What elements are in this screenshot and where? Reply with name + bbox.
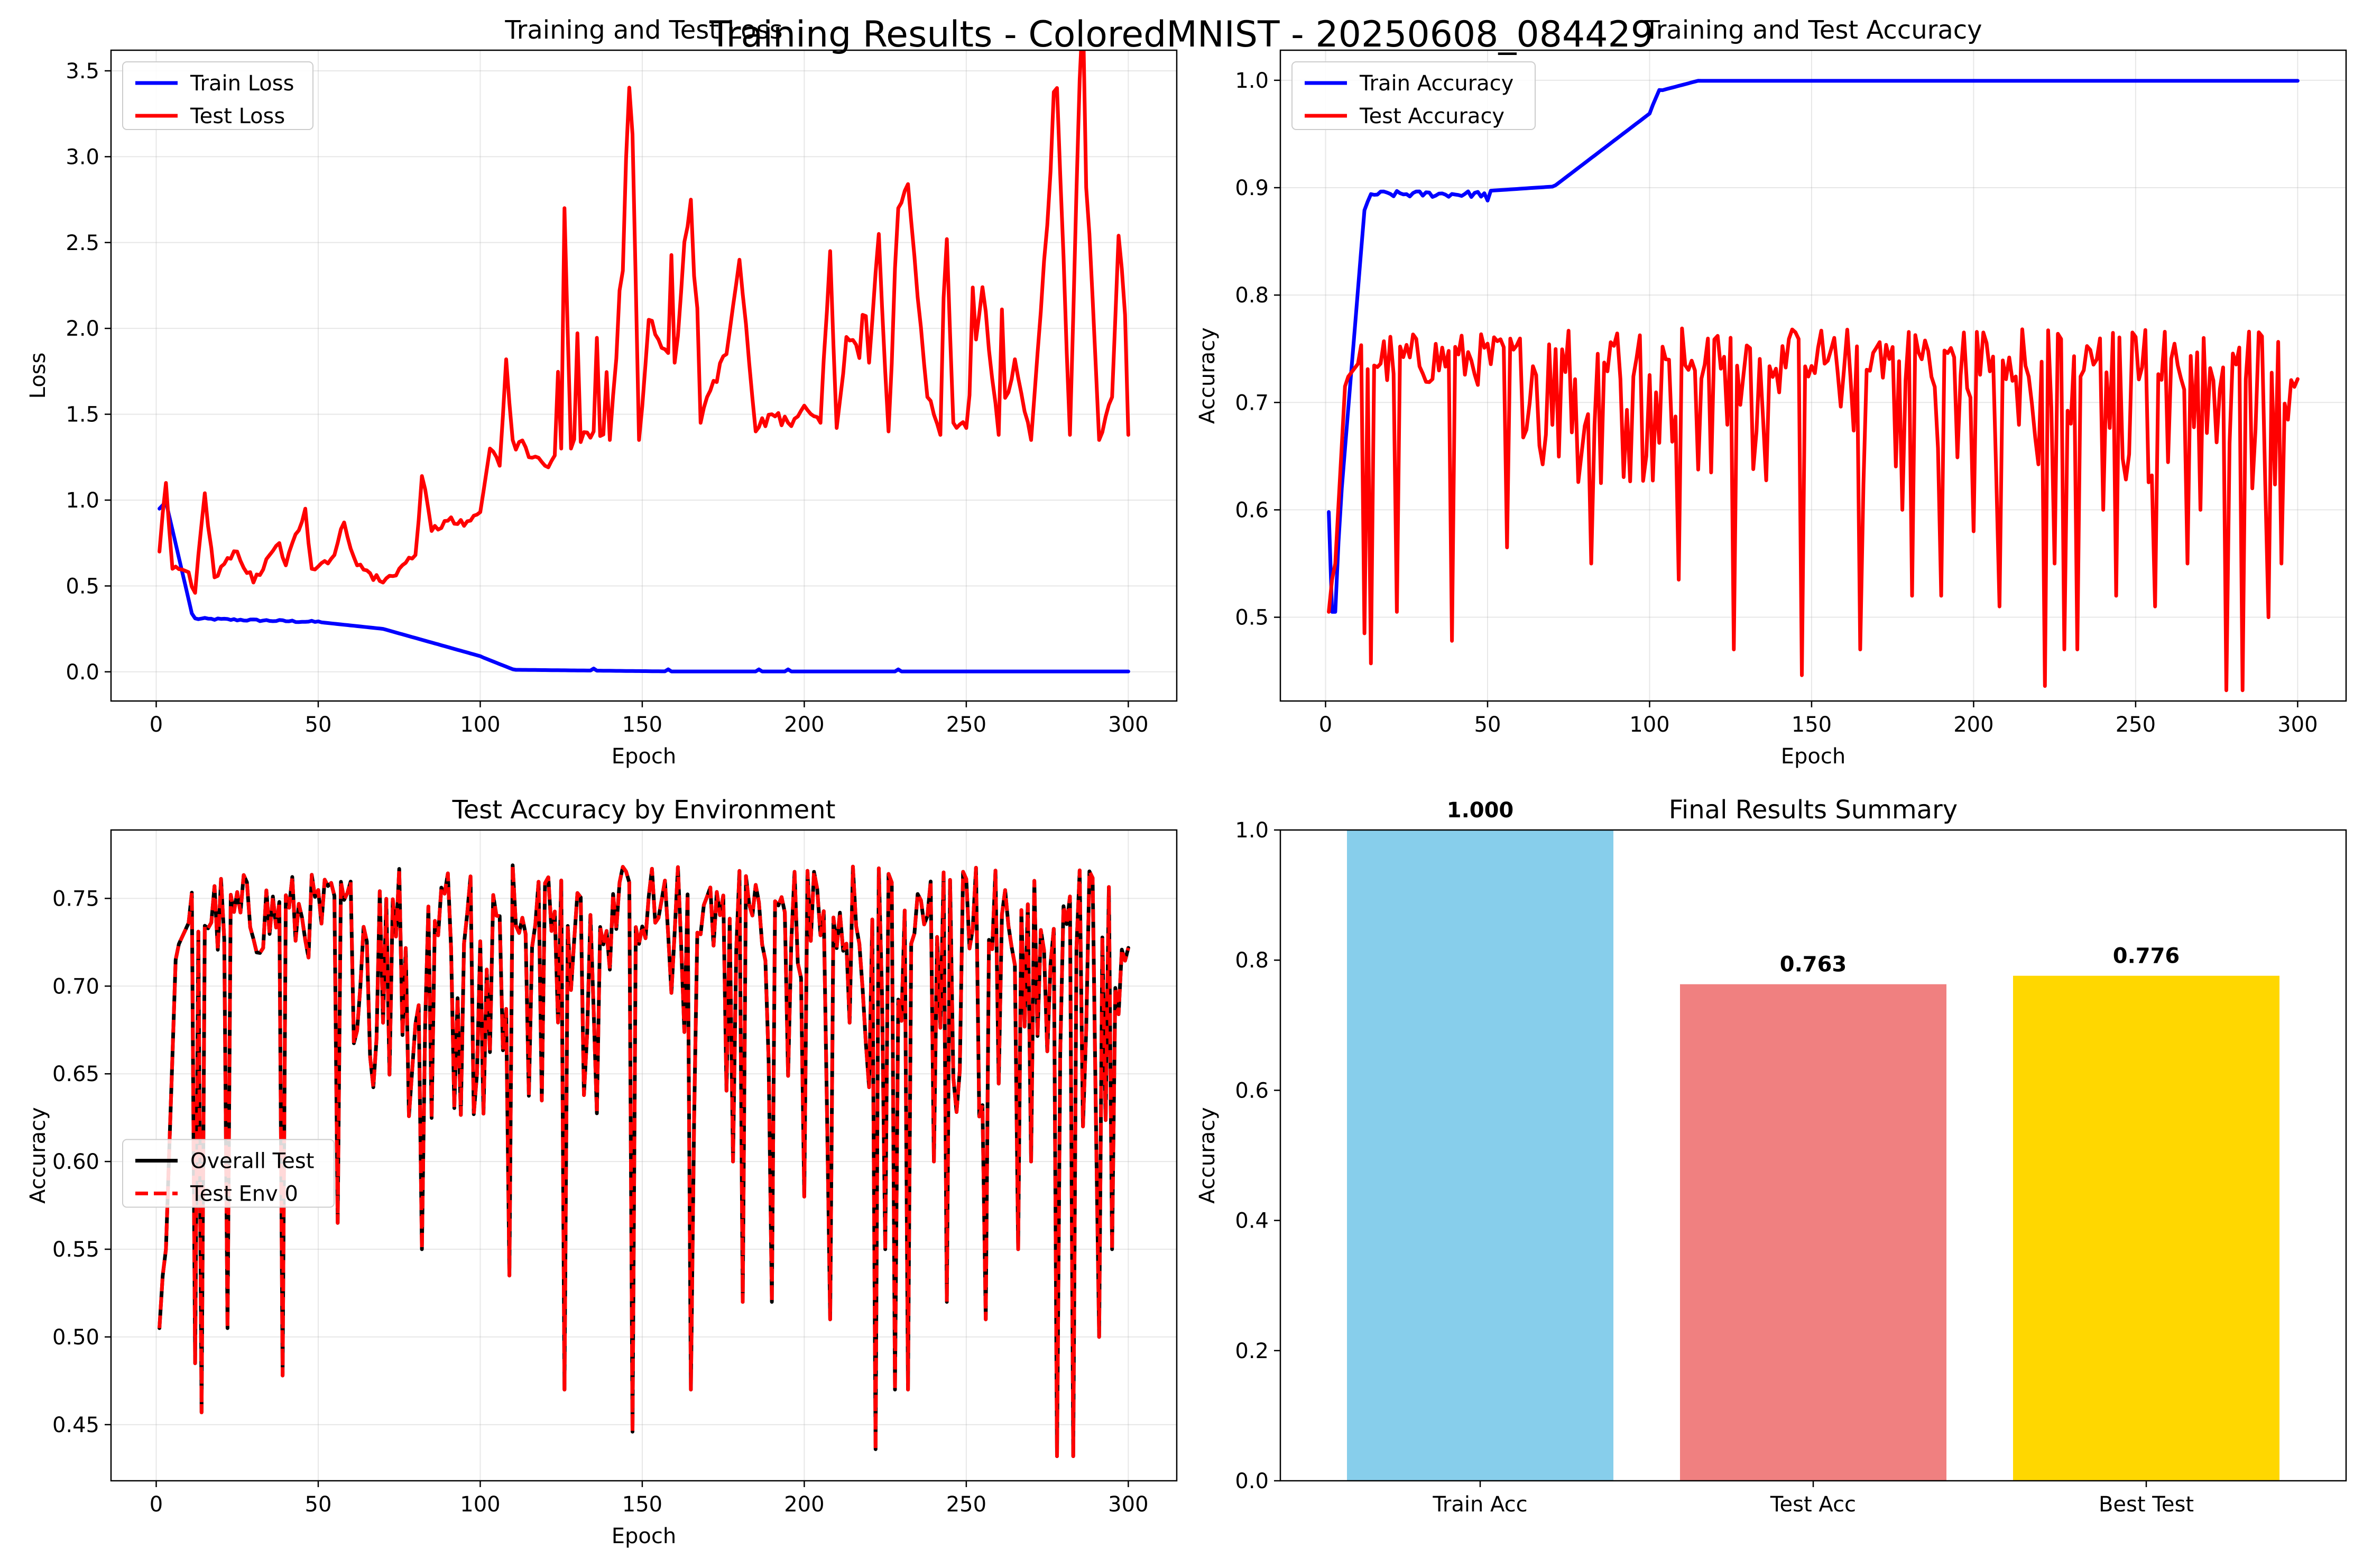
x-tick-label: Test Acc bbox=[1770, 1492, 1856, 1517]
x-tick-label: 100 bbox=[460, 1492, 500, 1517]
legend: Train Accuracy Test Accuracy bbox=[1291, 61, 1536, 130]
figure-suptitle: Training Results - ColoredMNIST - 202506… bbox=[709, 14, 1654, 56]
legend-label: Test Accuracy bbox=[1359, 104, 1504, 128]
y-tick-label: 3.5 bbox=[66, 59, 99, 84]
y-tick-label: 0.65 bbox=[52, 1062, 99, 1086]
series-line-test-loss bbox=[158, 50, 1130, 595]
x-tick-label: Best Test bbox=[2099, 1492, 2194, 1517]
y-tick-label: 0.8 bbox=[1235, 948, 1269, 973]
y-tick-label: 0.4 bbox=[1235, 1209, 1269, 1233]
summary-chart: 1.000 Train Acc 0.763 Test Acc 0.776 Best Tes… bbox=[1195, 795, 2347, 1517]
x-tick-label: 250 bbox=[946, 1492, 986, 1517]
x-tick-label: Train Acc bbox=[1432, 1492, 1527, 1517]
bar-value-label: 1.000 bbox=[1447, 798, 1514, 823]
y-tick-label: 0.70 bbox=[52, 974, 99, 999]
y-tick-label: 1.0 bbox=[1235, 818, 1269, 843]
legend-label: Train Accuracy bbox=[1359, 71, 1513, 96]
chart-title: Training and Test Accuracy bbox=[1644, 15, 1982, 45]
legend-box bbox=[1291, 61, 1536, 130]
y-tick-label: 0.75 bbox=[52, 887, 99, 911]
x-tick-label: 100 bbox=[460, 713, 500, 737]
y-tick-label: 2.5 bbox=[66, 231, 99, 255]
x-tick-label: 0 bbox=[150, 713, 163, 737]
legend-box bbox=[122, 1139, 335, 1208]
series-line-train-loss bbox=[158, 500, 1130, 674]
y-tick-label: 0.60 bbox=[52, 1150, 99, 1174]
y-tick-label: 0.55 bbox=[52, 1238, 99, 1262]
x-tick-label: 200 bbox=[1953, 713, 1993, 737]
y-tick-label: 0.6 bbox=[1235, 498, 1269, 522]
y-axis-label: Loss bbox=[26, 353, 50, 399]
series-line-test-accuracy bbox=[1327, 326, 2300, 693]
bar-value-label: 0.763 bbox=[1780, 953, 1847, 977]
series-line-train-accuracy bbox=[1327, 79, 2300, 614]
x-tick-label: 50 bbox=[305, 713, 332, 737]
loss-chart: 0 50 100 150 200 250 300 0.0 0.5 1.0 1.5 2.0 2.5 3.0 3… bbox=[26, 15, 1178, 769]
x-tick-label: 150 bbox=[622, 713, 662, 737]
y-tick-label: 0.9 bbox=[1235, 176, 1269, 200]
x-axis-label: Epoch bbox=[612, 1524, 676, 1548]
y-tick-label: 0.5 bbox=[66, 574, 99, 598]
acc-chart: 0 50 100 150 200 250 300 0.5 0.6 0.7 0.8 0.9 1.0 Trai… bbox=[1195, 15, 2347, 769]
y-tick-label: 0.2 bbox=[1235, 1339, 1269, 1363]
y-tick-label: 0.5 bbox=[1235, 606, 1269, 630]
legend-label: Test Loss bbox=[190, 104, 285, 128]
y-axis-label: Accuracy bbox=[1195, 327, 1220, 424]
y-axis-label: Accuracy bbox=[26, 1107, 50, 1204]
y-tick-label: 0.8 bbox=[1235, 283, 1269, 308]
x-axis-label: Epoch bbox=[612, 744, 676, 769]
legend: Overall Test Test Env 0 bbox=[122, 1139, 335, 1208]
x-tick-label: 100 bbox=[1629, 713, 1669, 737]
x-tick-label: 0 bbox=[1319, 713, 1332, 737]
x-tick-label: 300 bbox=[1108, 1492, 1148, 1517]
x-tick-label: 200 bbox=[784, 1492, 824, 1517]
chart-title: Final Results Summary bbox=[1669, 795, 1958, 825]
series-line-test-env-0 bbox=[158, 863, 1130, 1458]
x-tick-label: 50 bbox=[1474, 713, 1501, 737]
y-tick-label: 0.0 bbox=[1235, 1469, 1269, 1493]
chart-title: Training and Test Loss bbox=[504, 15, 782, 45]
env-chart: 0 50 100 150 200 250 300 0.45 0.50 0.55 0.60 0.65 0.… bbox=[26, 795, 1178, 1548]
legend: Train Loss Test Loss bbox=[122, 61, 313, 130]
y-tick-label: 3.0 bbox=[66, 145, 99, 169]
x-tick-label: 0 bbox=[150, 1492, 163, 1517]
x-tick-label: 150 bbox=[622, 1492, 662, 1517]
y-tick-label: 0.0 bbox=[66, 660, 99, 685]
axes-frame bbox=[1279, 49, 2347, 702]
y-axis-label: Accuracy bbox=[1195, 1107, 1220, 1204]
legend-label: Train Loss bbox=[190, 71, 294, 96]
y-tick-label: 0.50 bbox=[52, 1325, 99, 1350]
y-tick-label: 1.0 bbox=[66, 488, 99, 513]
bar-test-acc bbox=[1680, 984, 1946, 1481]
axes-frame bbox=[110, 49, 1178, 702]
x-axis-label: Epoch bbox=[1781, 744, 1845, 769]
legend-box bbox=[122, 61, 313, 130]
legend-label: Overall Test bbox=[190, 1149, 314, 1174]
x-tick-label: 50 bbox=[305, 1492, 332, 1517]
y-tick-label: 0.7 bbox=[1235, 391, 1269, 415]
axes-frame bbox=[110, 829, 1178, 1482]
y-tick-label: 0.6 bbox=[1235, 1078, 1269, 1103]
x-tick-label: 250 bbox=[2116, 713, 2156, 737]
x-tick-label: 300 bbox=[2277, 713, 2318, 737]
bar-value-label: 0.776 bbox=[2113, 944, 2180, 969]
x-tick-label: 150 bbox=[1792, 713, 1832, 737]
bar-train-acc bbox=[1347, 830, 1613, 1481]
y-tick-label: 2.0 bbox=[66, 317, 99, 341]
legend-label: Test Env 0 bbox=[190, 1182, 298, 1206]
y-tick-label: 0.45 bbox=[52, 1413, 99, 1437]
y-tick-label: 1.5 bbox=[66, 403, 99, 427]
y-tick-label: 1.0 bbox=[1235, 69, 1269, 93]
axes-frame bbox=[1279, 829, 2347, 1482]
bar-best-test bbox=[2013, 975, 2279, 1481]
chart-title: Test Accuracy by Environment bbox=[452, 795, 836, 825]
x-tick-label: 300 bbox=[1108, 713, 1148, 737]
x-tick-label: 200 bbox=[784, 713, 824, 737]
x-tick-label: 250 bbox=[946, 713, 986, 737]
